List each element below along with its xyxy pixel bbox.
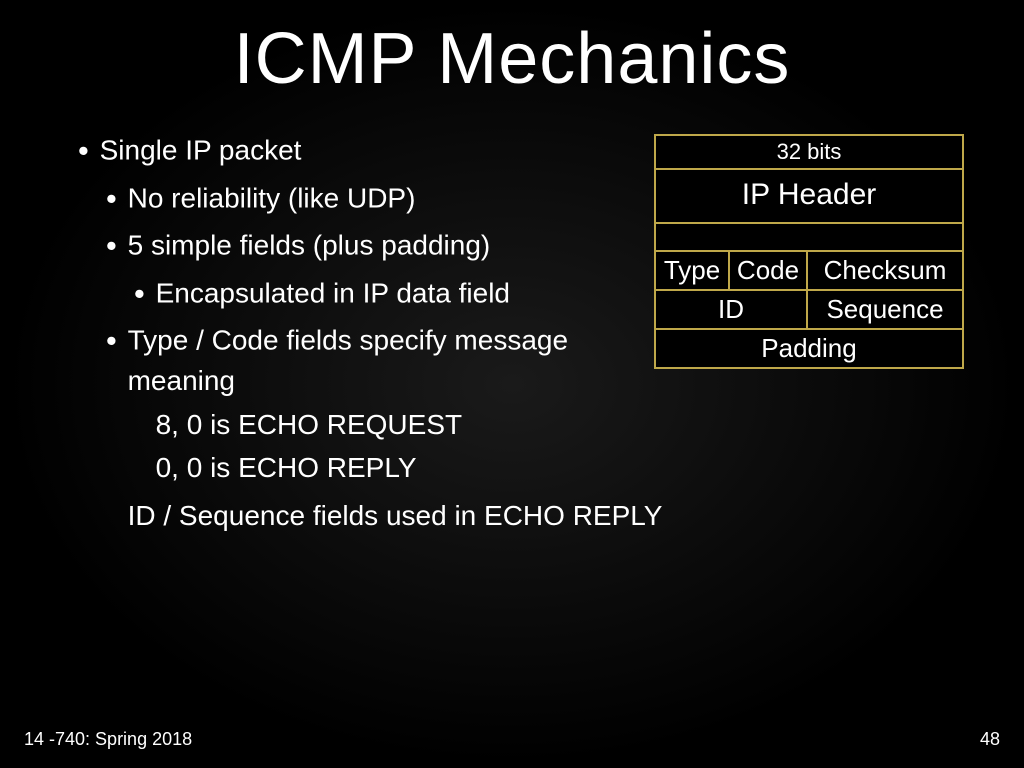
diagram-row: ID Sequence [654,289,964,328]
bullet-item: 8, 0 is ECHO REQUEST [136,406,964,444]
diagram-row: Padding [654,328,964,369]
diagram-bits-label: 32 bits [654,134,964,170]
diagram-gap [654,224,964,250]
bullet-list-lower: 8, 0 is ECHO REQUEST 0, 0 is ECHO REPLY … [0,406,1024,535]
slide-title: ICMP Mechanics [0,0,1024,100]
footer-course: 14 -740: Spring 2018 [24,729,192,750]
diagram-cell-code: Code [728,252,806,289]
diagram-cell-sequence: Sequence [806,291,962,328]
diagram-cell-padding: Padding [656,330,962,367]
diagram-ip-header: IP Header [654,170,964,224]
packet-diagram: 32 bits IP Header Type Code Checksum ID … [654,134,964,406]
bullet-item: Type / Code fields specify message meani… [108,320,644,399]
bullet-item: 0, 0 is ECHO REPLY [136,449,964,487]
bullet-item: No reliability (like UDP) [108,178,644,220]
diagram-cell-type: Type [656,252,728,289]
content-area: Single IP packet No reliability (like UD… [0,100,1024,406]
bullet-item: 5 simple fields (plus padding) [108,225,644,267]
bullet-list: Single IP packet No reliability (like UD… [80,130,644,406]
diagram-cell-id: ID [656,291,806,328]
bullet-item: ID / Sequence fields used in ECHO REPLY [108,497,964,535]
bullet-item: Single IP packet [80,130,644,172]
diagram-row: Type Code Checksum [654,250,964,289]
bullet-item: Encapsulated in IP data field [136,273,644,315]
diagram-cell-checksum: Checksum [806,252,962,289]
footer-page-number: 48 [980,729,1000,750]
